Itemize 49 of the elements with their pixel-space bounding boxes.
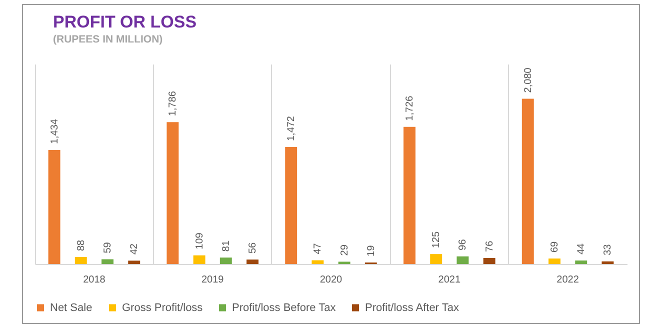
- bar: [522, 98, 534, 264]
- bar: [602, 261, 614, 264]
- bar: [128, 260, 140, 264]
- data-label: 47: [312, 242, 324, 254]
- data-label: 19: [366, 244, 377, 256]
- data-label: 42: [129, 243, 140, 255]
- data-label: 1,726: [404, 95, 416, 121]
- x-tick-label: 2021: [438, 274, 461, 286]
- bar: [430, 254, 442, 264]
- data-label: 125: [431, 230, 442, 248]
- bar: [404, 126, 416, 264]
- chart-title: PROFIT OR LOSS: [53, 12, 197, 32]
- data-label: 88: [76, 239, 87, 252]
- x-tick-label: 2019: [201, 274, 224, 286]
- legend-label: Profit/loss Before Tax: [232, 302, 336, 314]
- x-tick-label: 2018: [83, 274, 106, 286]
- legend-label: Net Sale: [50, 302, 92, 314]
- bar: [575, 260, 588, 264]
- data-label: 81: [220, 240, 232, 252]
- data-label: 69: [549, 240, 560, 253]
- data-label: 76: [484, 240, 496, 252]
- chart-subtitle: (RUPEES IN MILLION): [53, 34, 163, 46]
- x-tick-label: 2020: [320, 274, 343, 286]
- data-label: 33: [602, 244, 614, 256]
- data-label: 56: [248, 242, 259, 254]
- bar: [220, 258, 232, 264]
- bar: [166, 122, 179, 264]
- legend-label: Profit/loss After Tax: [365, 302, 460, 314]
- bar: [483, 258, 496, 264]
- bar: [102, 259, 114, 264]
- bar: [193, 255, 206, 264]
- legend-label: Gross Profit/loss: [122, 302, 204, 314]
- bar: [246, 260, 258, 264]
- data-label: 1,434: [49, 118, 60, 144]
- data-label: 29: [339, 244, 350, 256]
- data-label: 1,472: [286, 116, 298, 142]
- data-label: 2,080: [522, 67, 534, 93]
- data-label: 1,786: [168, 90, 179, 116]
- data-label: 109: [194, 232, 206, 250]
- data-label: 59: [102, 242, 114, 254]
- bar: [456, 256, 469, 264]
- x-tick-label: 2022: [556, 274, 580, 286]
- bar: [74, 257, 87, 264]
- bar: [285, 147, 298, 264]
- bar: [48, 150, 60, 264]
- data-label: 96: [458, 238, 469, 250]
- bar: [548, 258, 560, 264]
- bar: [312, 260, 324, 264]
- data-label: 44: [576, 242, 588, 255]
